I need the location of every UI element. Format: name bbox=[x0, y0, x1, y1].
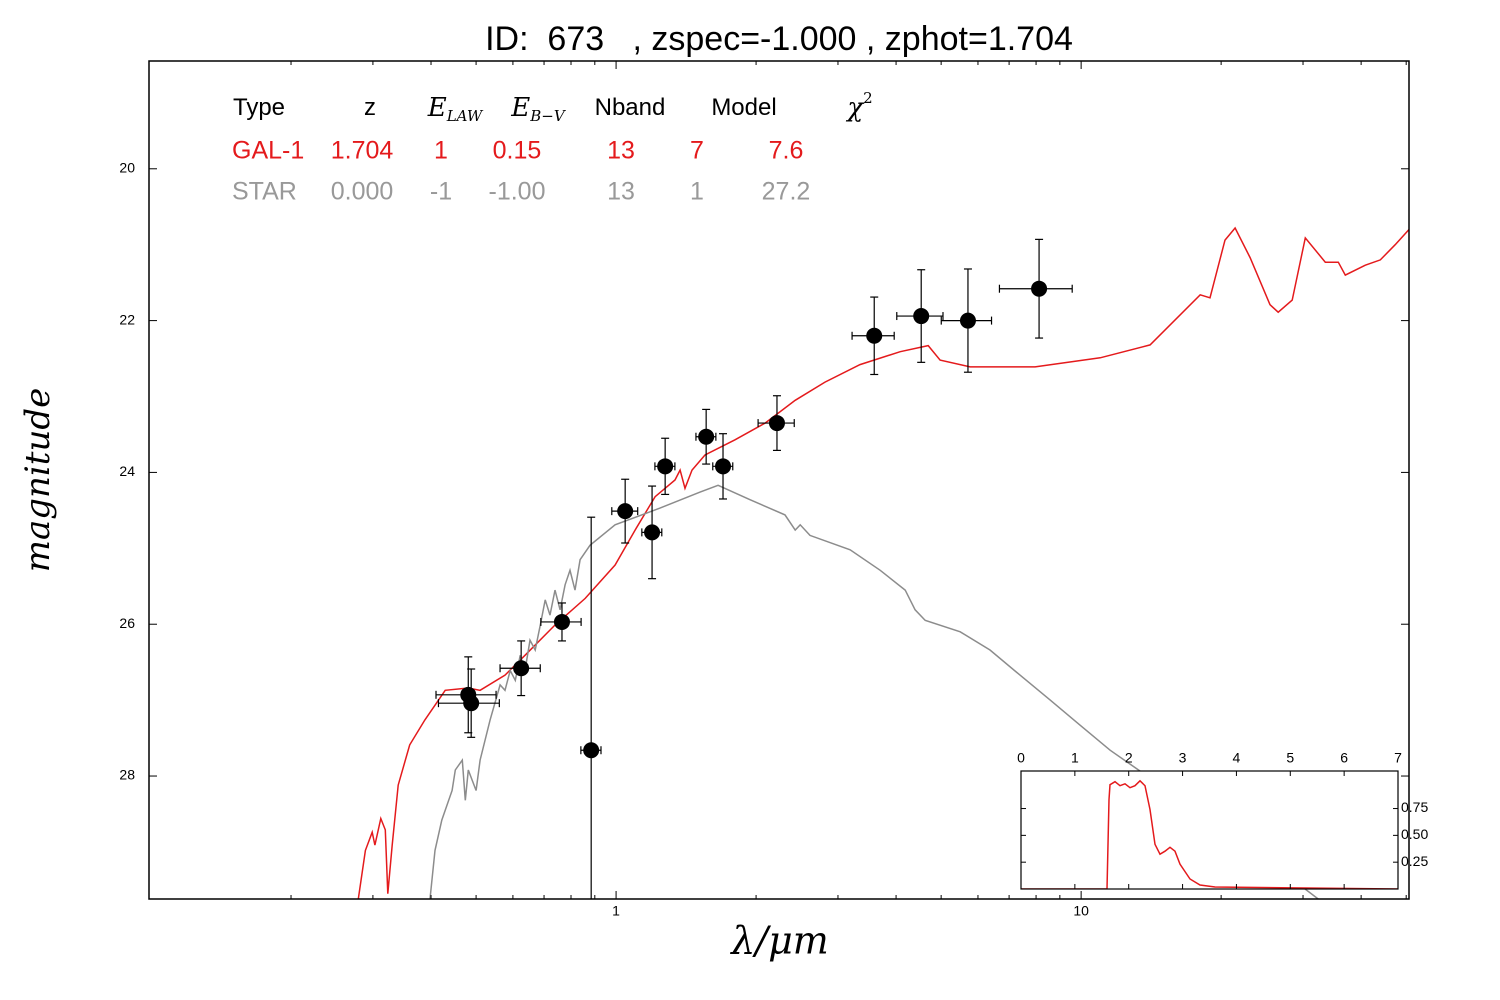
model-line bbox=[1021, 779, 1398, 889]
inset-frame bbox=[1020, 770, 1399, 890]
table-cell: 7.6 bbox=[769, 137, 804, 165]
header-superscript: 2 bbox=[863, 89, 873, 107]
table-cell: -1 bbox=[430, 178, 452, 206]
data-point bbox=[657, 458, 674, 475]
header-text: Nband bbox=[595, 94, 666, 121]
inset-x-tick-label: 2 bbox=[1125, 750, 1133, 766]
inset-plot-area bbox=[1021, 779, 1398, 889]
data-point bbox=[463, 695, 480, 712]
inset-x-tick-label: 5 bbox=[1286, 750, 1294, 766]
data-point bbox=[553, 613, 570, 630]
inset-x-tick-label: 6 bbox=[1340, 750, 1348, 766]
table-cell: 0.15 bbox=[493, 137, 542, 165]
column-header: Model bbox=[711, 94, 776, 121]
data-point bbox=[866, 327, 883, 344]
inset-x-tick-label: 7 bbox=[1394, 750, 1402, 766]
table-cell: 7 bbox=[690, 137, 704, 165]
header-text: E bbox=[510, 93, 530, 123]
data-point bbox=[1031, 280, 1048, 297]
data-point bbox=[583, 742, 600, 759]
header-text: Model bbox=[711, 94, 776, 121]
header-text: z bbox=[364, 94, 376, 121]
y-tick-label: 26 bbox=[119, 615, 135, 631]
data-point bbox=[959, 312, 976, 329]
x-axis-label: λ/μm bbox=[729, 919, 829, 963]
plot-area bbox=[357, 226, 1409, 899]
data-point bbox=[768, 415, 785, 432]
data-point bbox=[644, 524, 661, 541]
table-cell: GAL-1 bbox=[232, 137, 304, 165]
data-point bbox=[715, 458, 732, 475]
data-point bbox=[513, 660, 530, 677]
y-tick-label: 24 bbox=[119, 463, 135, 479]
inset-y-tick-label: 0.50 bbox=[1401, 826, 1428, 842]
header-subscript: B−V bbox=[529, 107, 567, 125]
table-cell: -1.00 bbox=[489, 178, 546, 206]
table-cell: STAR bbox=[232, 178, 297, 206]
inset-x-tick-label: 1 bbox=[1071, 750, 1079, 766]
x-tick-label: 10 bbox=[1073, 903, 1089, 919]
inset-x-tick-label: 3 bbox=[1179, 750, 1187, 766]
y-tick-label: 28 bbox=[119, 767, 135, 783]
data-point bbox=[617, 503, 634, 520]
table-cell: 1 bbox=[434, 137, 448, 165]
data-point bbox=[913, 308, 930, 325]
table-cell: 13 bbox=[607, 137, 635, 165]
inset-y-tick-label: 0.75 bbox=[1401, 799, 1428, 815]
table-cell: 27.2 bbox=[762, 178, 811, 206]
chart-title: ID: 673 , zspec=-1.000 , zphot=1.704 bbox=[485, 20, 1073, 58]
y-axis-label: magnitude bbox=[18, 388, 58, 573]
inset-background bbox=[1021, 771, 1398, 889]
y-tick-label: 20 bbox=[119, 159, 135, 175]
header-text: Type bbox=[233, 94, 285, 121]
column-header: z bbox=[364, 94, 376, 121]
column-header: EB−V bbox=[510, 93, 567, 125]
column-header: ELAW bbox=[427, 93, 484, 125]
header-subscript: LAW bbox=[446, 107, 484, 125]
inset-y-tick-label: 0.25 bbox=[1401, 853, 1428, 869]
table-cell: 13 bbox=[607, 178, 635, 206]
x-tick-label: 1 bbox=[612, 903, 620, 919]
inset-x-tick-label: 0 bbox=[1017, 750, 1025, 766]
column-header: χ2 bbox=[845, 89, 872, 123]
table-cell: 1 bbox=[690, 178, 704, 206]
inset-x-tick-label: 4 bbox=[1233, 750, 1241, 766]
y-tick-label: 22 bbox=[119, 311, 135, 327]
table-cell: 0.000 bbox=[331, 178, 394, 206]
table-cell: 1.704 bbox=[331, 137, 394, 165]
header-text: E bbox=[427, 93, 447, 123]
column-header: Nband bbox=[595, 94, 666, 121]
model-line bbox=[357, 226, 1409, 899]
header-text: χ bbox=[845, 93, 865, 123]
model-line bbox=[429, 484, 1319, 899]
column-header: Type bbox=[233, 94, 285, 121]
plot-frame bbox=[148, 60, 1410, 900]
data-point bbox=[698, 428, 715, 445]
